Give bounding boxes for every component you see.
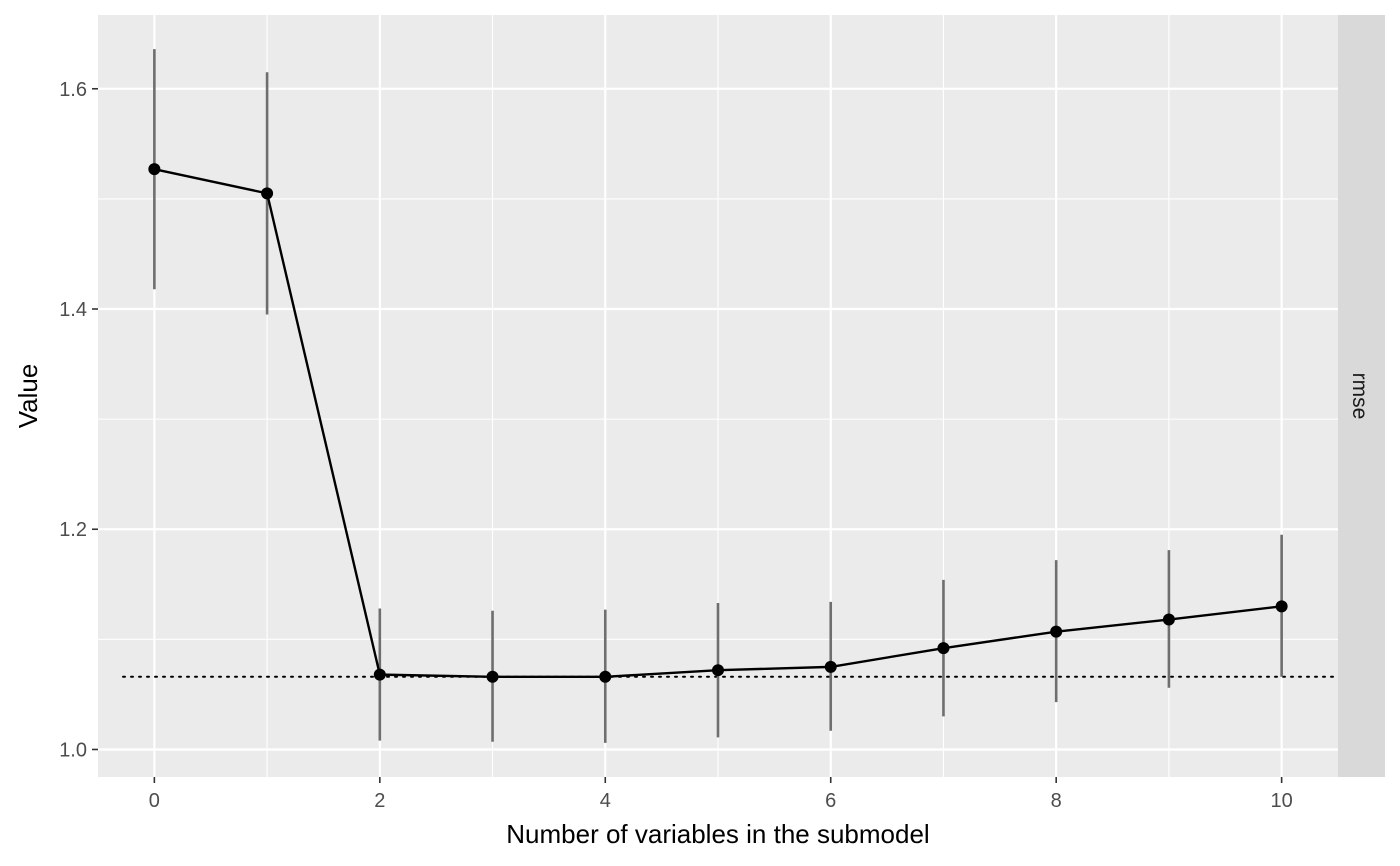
x-tick-label: 10 xyxy=(1271,790,1293,812)
facet-strip xyxy=(1338,15,1385,777)
data-point xyxy=(373,668,386,681)
data-point xyxy=(261,187,274,200)
y-axis-ticks: 1.0 1.2 1.4 1.6 xyxy=(59,79,98,761)
x-tick-label: 6 xyxy=(825,790,836,812)
facet-strip-label: rmse xyxy=(1348,373,1371,420)
data-points xyxy=(148,163,1288,683)
x-tick-label: 2 xyxy=(374,790,385,812)
major-gridlines xyxy=(98,15,1338,777)
data-point xyxy=(1162,613,1175,626)
data-point xyxy=(1275,600,1288,613)
x-tick-label: 8 xyxy=(1051,790,1062,812)
y-tick-label: 1.0 xyxy=(59,739,87,761)
data-point xyxy=(1050,625,1063,638)
x-tick-label: 4 xyxy=(600,790,611,812)
data-point xyxy=(599,670,612,683)
data-point xyxy=(148,163,161,176)
data-point xyxy=(712,664,724,677)
y-axis-title: Value xyxy=(13,364,43,429)
x-axis-title: Number of variables in the submodel xyxy=(506,819,929,849)
x-axis-ticks: 0 2 4 6 8 10 xyxy=(149,777,1293,812)
y-tick-label: 1.6 xyxy=(59,79,87,101)
data-point xyxy=(486,670,499,683)
y-tick-label: 1.4 xyxy=(59,299,87,321)
y-tick-label: 1.2 xyxy=(59,519,87,541)
x-tick-label: 0 xyxy=(149,790,160,812)
data-point xyxy=(937,642,950,655)
data-point xyxy=(824,660,837,673)
